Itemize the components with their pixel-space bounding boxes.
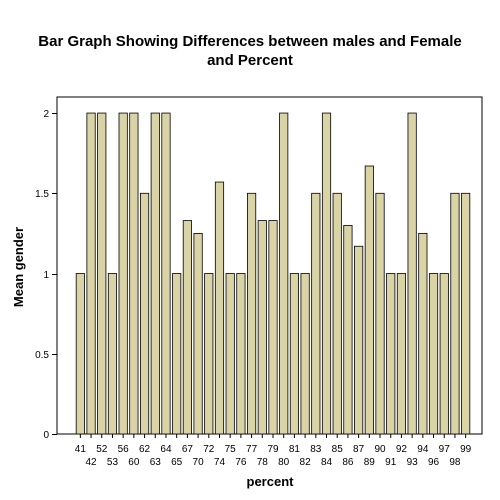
bar	[268, 220, 278, 435]
bar	[107, 273, 118, 435]
chart-title-line-2: and Percent	[207, 52, 293, 69]
x-tick-label: 53	[107, 457, 119, 468]
chart-title: Bar Graph Showing Differences between ma…	[0, 32, 500, 70]
bar	[450, 192, 460, 435]
x-tick-label: 83	[310, 444, 322, 455]
bar	[225, 273, 235, 435]
x-tick-label: 91	[385, 457, 397, 468]
bar	[97, 112, 107, 435]
bar	[364, 165, 374, 435]
x-tick-label: 64	[160, 444, 172, 455]
bar	[300, 273, 310, 435]
x-tick-label: 79	[267, 444, 279, 455]
bar	[407, 112, 417, 435]
bar	[75, 273, 85, 435]
x-tick-label: 74	[214, 457, 226, 468]
x-tick-label: 90	[374, 444, 386, 455]
x-tick-label: 62	[139, 444, 151, 455]
bar	[311, 192, 321, 435]
x-tick-label: 99	[460, 444, 472, 455]
x-tick-label: 94	[417, 444, 429, 455]
x-tick-label: 93	[407, 457, 419, 468]
x-tick-label: 76	[235, 457, 247, 468]
x-tick-label: 67	[182, 444, 194, 455]
x-tick-label: 96	[428, 457, 440, 468]
bar	[118, 112, 128, 435]
bar	[386, 273, 396, 435]
y-tick-label: 1	[43, 270, 49, 281]
bar	[257, 220, 267, 435]
x-axis-title: percent	[247, 474, 295, 489]
x-tick-label: 87	[353, 444, 365, 455]
bar	[332, 192, 342, 435]
x-tick-label: 72	[203, 444, 215, 455]
bar	[161, 112, 171, 435]
x-tick-label: 60	[128, 457, 140, 468]
bar	[139, 192, 150, 435]
x-tick-label: 80	[278, 457, 290, 468]
bar	[279, 112, 289, 435]
x-tick-label: 70	[193, 457, 205, 468]
x-tick-label: 56	[118, 444, 130, 455]
bar	[129, 112, 139, 435]
bar	[193, 232, 203, 435]
bar	[418, 232, 428, 435]
x-tick-label: 41	[75, 444, 87, 455]
x-tick-label: 75	[225, 444, 237, 455]
bar	[182, 220, 192, 435]
bar	[461, 192, 471, 435]
x-axis: 41 42 52 53 56 60 62 63 64 65 67 70 72 74 75 76 77 78 79 80…	[75, 434, 472, 468]
y-tick-label: 1.5	[35, 189, 49, 200]
x-tick-label: 89	[364, 457, 376, 468]
bar	[375, 192, 385, 435]
x-tick-label: 98	[449, 457, 461, 468]
bar	[354, 245, 364, 435]
x-tick-label: 42	[85, 457, 97, 468]
x-tick-label: 78	[257, 457, 269, 468]
bar	[150, 112, 160, 435]
y-axis-title: Mean gender	[11, 227, 26, 307]
bar	[172, 273, 182, 435]
x-tick-label: 77	[246, 444, 258, 455]
bar	[396, 273, 407, 435]
bar	[428, 273, 439, 435]
y-tick-label: 0.5	[35, 350, 49, 361]
x-tick-label: 63	[150, 457, 162, 468]
y-axis: 0 0.5 1 1.5 2	[35, 109, 57, 441]
bar	[247, 192, 257, 435]
x-tick-label: 84	[321, 457, 333, 468]
x-tick-label: 82	[300, 457, 312, 468]
x-tick-label: 86	[342, 457, 354, 468]
bar	[204, 273, 214, 435]
y-tick-label: 0	[43, 430, 49, 441]
x-tick-label: 52	[96, 444, 108, 455]
bar	[289, 273, 299, 435]
bar	[321, 112, 332, 435]
x-tick-label: 92	[396, 444, 408, 455]
x-tick-label: 81	[289, 444, 301, 455]
bar	[86, 112, 96, 435]
bar	[236, 273, 246, 435]
x-tick-label: 97	[439, 444, 451, 455]
bar	[343, 224, 353, 435]
bar	[214, 181, 225, 435]
x-tick-label: 85	[332, 444, 344, 455]
y-tick-label: 2	[43, 109, 49, 120]
x-tick-label: 65	[171, 457, 183, 468]
bar	[439, 273, 449, 435]
chart-title-line-1: Bar Graph Showing Differences between ma…	[38, 33, 462, 50]
